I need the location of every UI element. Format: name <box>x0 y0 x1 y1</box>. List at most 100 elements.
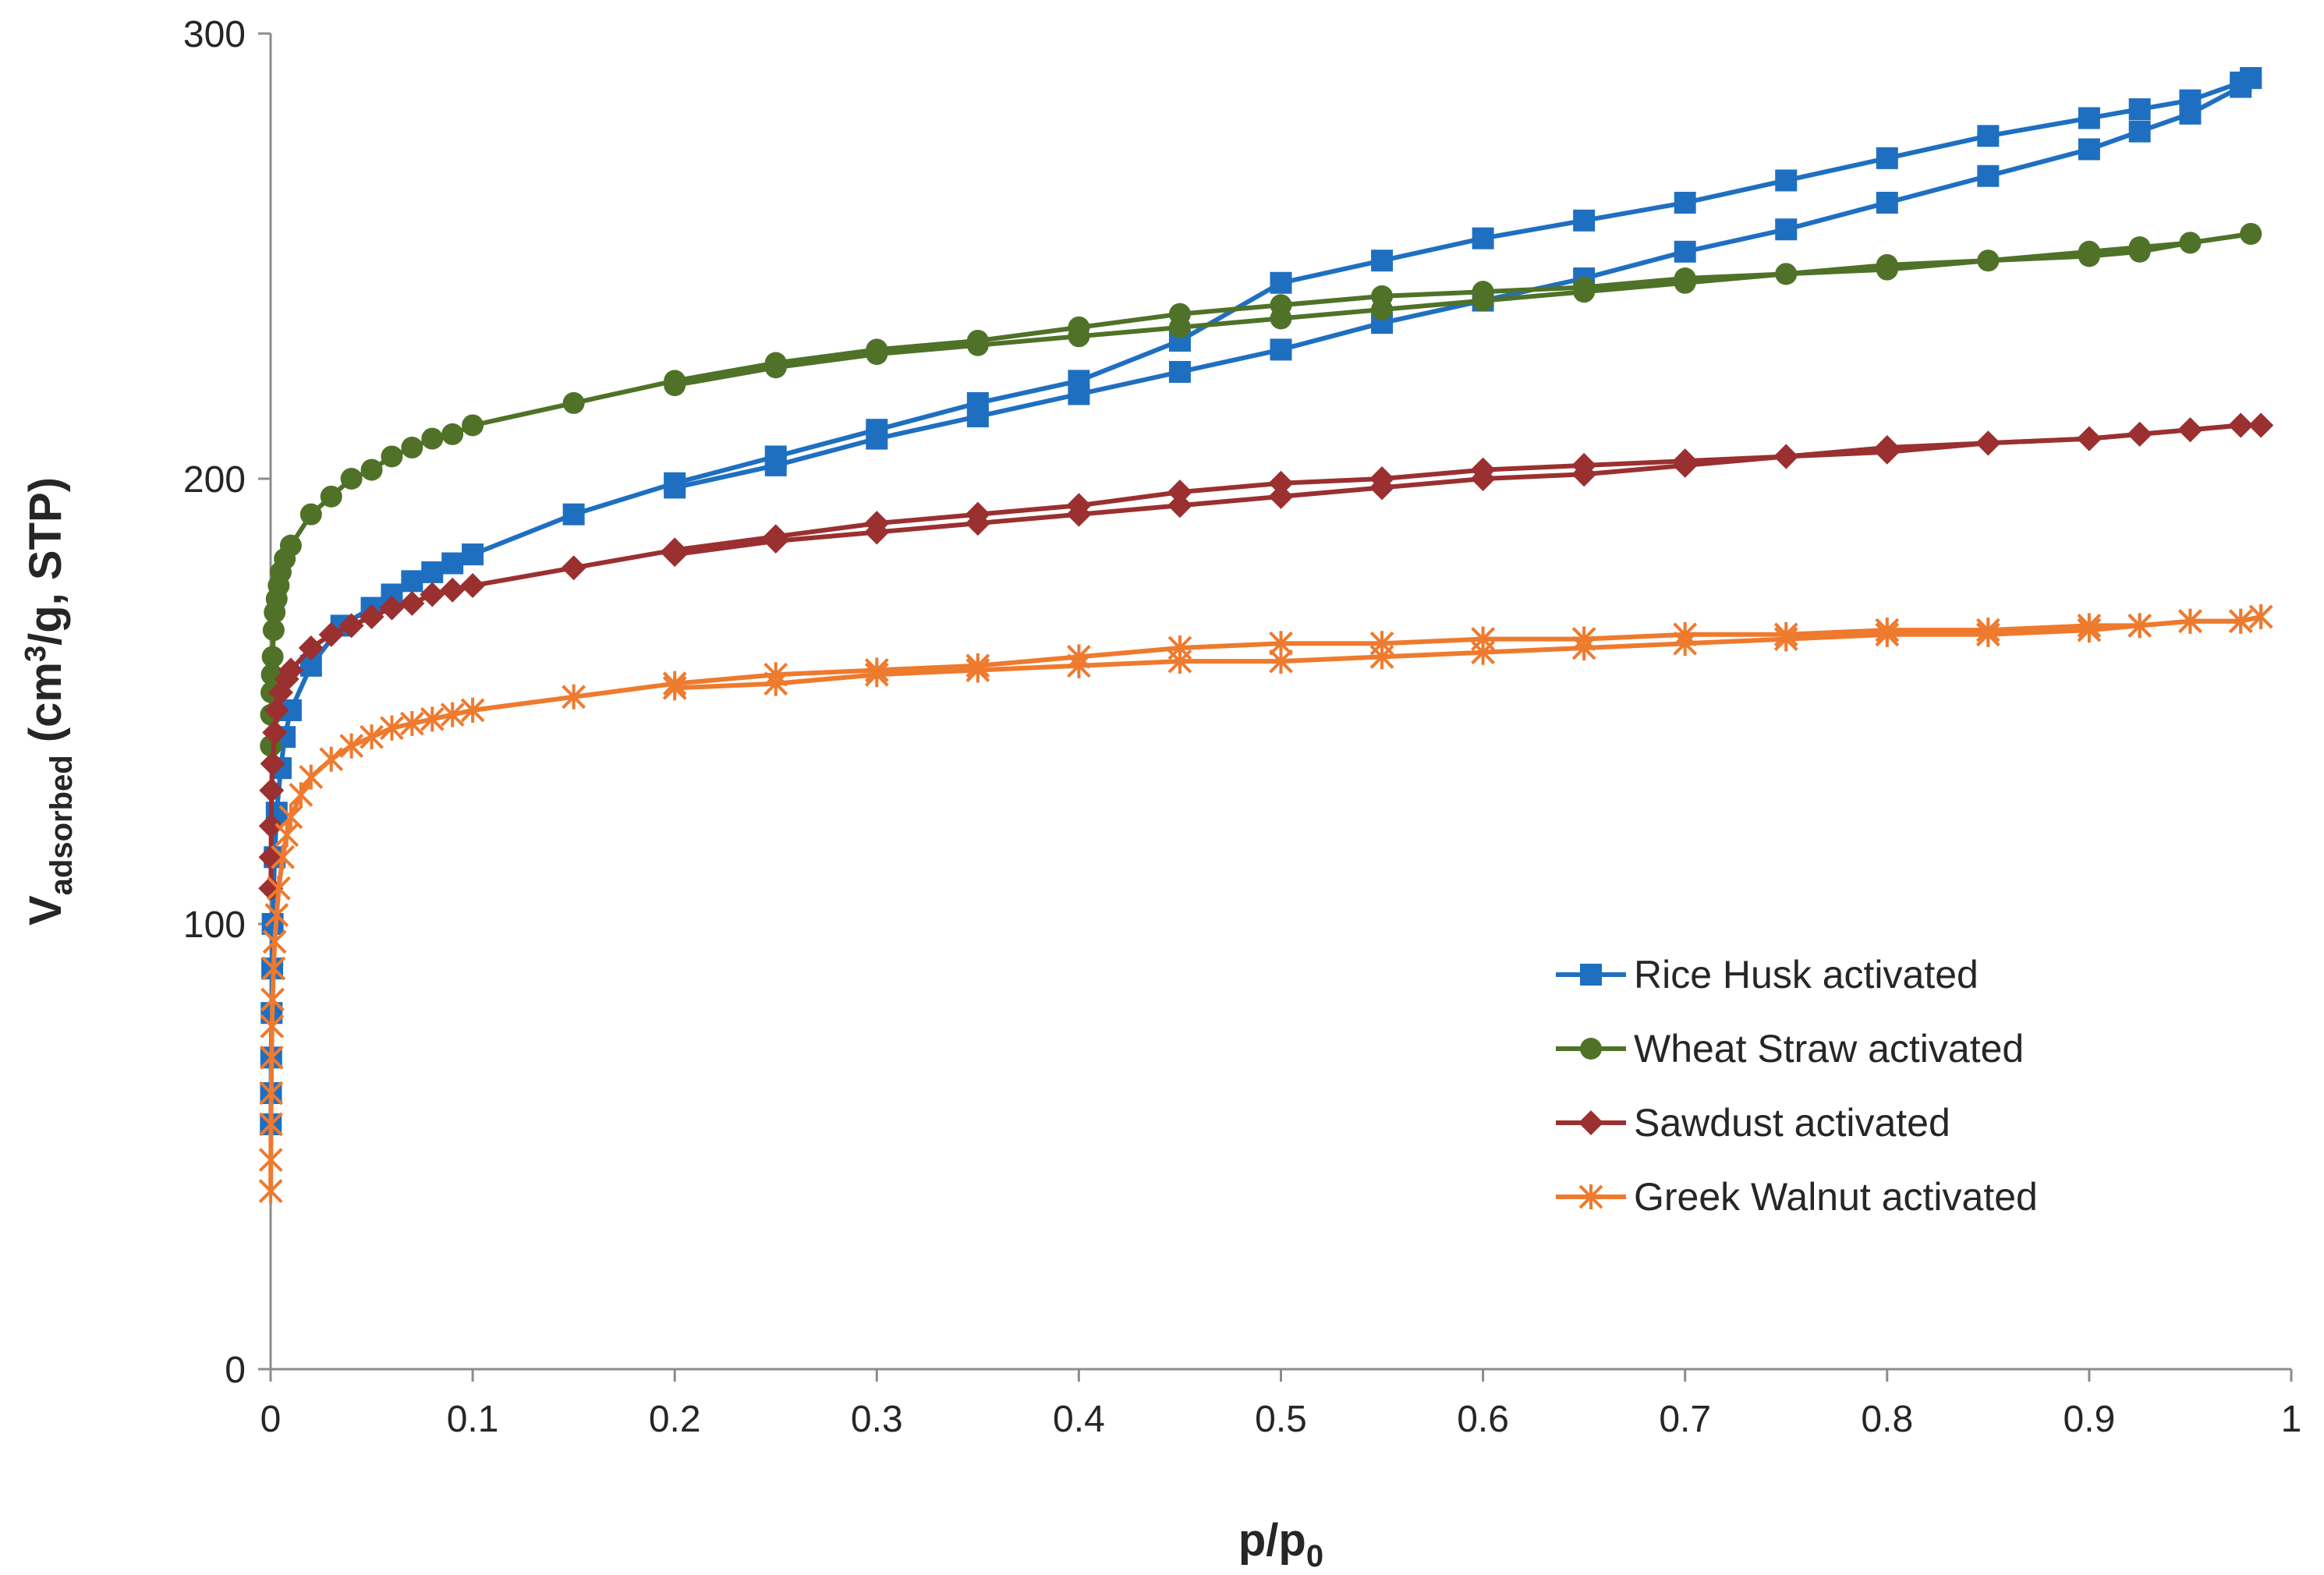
series-line-desorption <box>674 423 2262 557</box>
data-point <box>1068 325 1090 348</box>
data-point <box>261 646 284 668</box>
data-point <box>1977 125 2000 147</box>
data-point <box>1975 430 2001 456</box>
data-point <box>1975 621 2000 647</box>
y-axis-title: Vadsorbed (cm3/g, STP) <box>19 477 79 926</box>
data-point <box>260 987 285 1013</box>
legend-marker <box>1580 1038 1602 1060</box>
data-point <box>662 542 688 568</box>
data-point <box>1268 483 1294 509</box>
y-axis-title-sup: 3 <box>19 646 52 662</box>
series-greek-walnut-activated <box>258 604 2273 1204</box>
data-point <box>562 391 585 414</box>
data-point <box>864 519 890 545</box>
data-point <box>399 590 425 616</box>
data-point <box>1369 644 1394 670</box>
data-point <box>258 1178 283 1204</box>
series-line-adsorption <box>268 232 2251 746</box>
data-point <box>360 724 384 750</box>
data-point <box>1470 466 1496 491</box>
data-point <box>562 684 586 710</box>
data-point <box>258 1147 283 1173</box>
legend: Rice Husk activated Wheat Straw activated… <box>1556 953 2038 1219</box>
data-point <box>1773 626 1798 652</box>
x-tick-label: 0.7 <box>1659 1399 1711 1440</box>
legend-item: Rice Husk activated <box>1556 953 1979 996</box>
data-point <box>562 503 585 526</box>
x-tick-label: 0.5 <box>1255 1399 1307 1440</box>
x-axis-title-main: p/p <box>1238 1515 1306 1566</box>
data-point <box>2230 76 2252 98</box>
data-point <box>2127 421 2152 447</box>
data-point <box>259 1080 284 1106</box>
data-point <box>260 1014 285 1039</box>
data-point <box>1874 439 1900 465</box>
data-point <box>1270 338 1292 361</box>
data-point <box>462 414 484 437</box>
data-point <box>421 427 444 450</box>
data-point <box>1269 649 1293 674</box>
data-point <box>2128 236 2151 259</box>
x-tick-label: 0.9 <box>2064 1399 2116 1440</box>
data-point <box>2127 613 2152 639</box>
legend-label: Wheat Straw activated <box>1634 1027 2024 1071</box>
data-point <box>2078 138 2100 161</box>
series-wheat-straw-activated <box>260 222 2262 757</box>
data-point <box>763 671 788 696</box>
x-axis-ticks: 0 0.1 0.2 0.3 0.4 0.5 0.6 0.7 0.8 0.9 1 <box>260 1369 2302 1440</box>
data-point <box>965 657 990 683</box>
data-point <box>1371 250 1394 272</box>
series-layer <box>258 67 2274 1204</box>
y-tick-label: 0 <box>225 1350 246 1391</box>
data-point <box>966 334 989 356</box>
data-point <box>275 822 299 848</box>
data-point <box>2228 412 2254 438</box>
data-point <box>1066 653 1091 678</box>
data-point <box>2078 240 2100 263</box>
legend-item: Sawdust activated <box>1556 1101 1950 1145</box>
data-point <box>1168 360 1191 383</box>
y-tick-label: 100 <box>183 904 246 946</box>
data-point <box>262 720 288 745</box>
data-point <box>379 595 405 621</box>
y-axis-title-tail: /g, STP) <box>20 477 71 646</box>
data-point <box>1674 271 1696 294</box>
data-point <box>1876 191 1898 214</box>
data-point <box>360 458 383 481</box>
data-point <box>664 476 686 499</box>
data-point <box>1875 621 1900 647</box>
data-point <box>381 445 403 468</box>
data-point <box>1066 501 1092 527</box>
data-point <box>866 427 888 450</box>
y-tick-label: 200 <box>183 459 246 501</box>
data-point <box>1775 218 1798 241</box>
data-point <box>1472 289 1494 312</box>
data-point <box>1268 470 1294 496</box>
data-point <box>259 777 285 803</box>
data-point <box>1167 480 1192 505</box>
data-point <box>866 343 888 366</box>
legend-label: Sawdust activated <box>1634 1101 1950 1145</box>
y-tick-label: 300 <box>183 14 246 55</box>
x-axis-title-sub: 0 <box>1306 1539 1323 1573</box>
data-point <box>1977 165 2000 187</box>
data-point <box>2128 120 2151 143</box>
data-point <box>338 613 364 639</box>
y-axis-title-rest: (cm <box>20 662 71 755</box>
data-point <box>440 702 465 727</box>
data-point <box>339 733 364 759</box>
data-point <box>1673 631 1698 657</box>
data-point <box>259 1111 283 1137</box>
data-point <box>262 619 285 642</box>
data-point <box>864 662 889 688</box>
data-point <box>764 454 787 476</box>
x-tick-label: 1 <box>2281 1399 2302 1440</box>
data-point <box>278 804 303 830</box>
y-axis-ticks: 0 100 200 300 <box>183 14 271 1391</box>
data-point <box>299 764 324 790</box>
data-point <box>664 374 686 397</box>
data-point <box>2178 608 2202 634</box>
data-point <box>1068 383 1090 405</box>
data-point <box>264 697 289 723</box>
